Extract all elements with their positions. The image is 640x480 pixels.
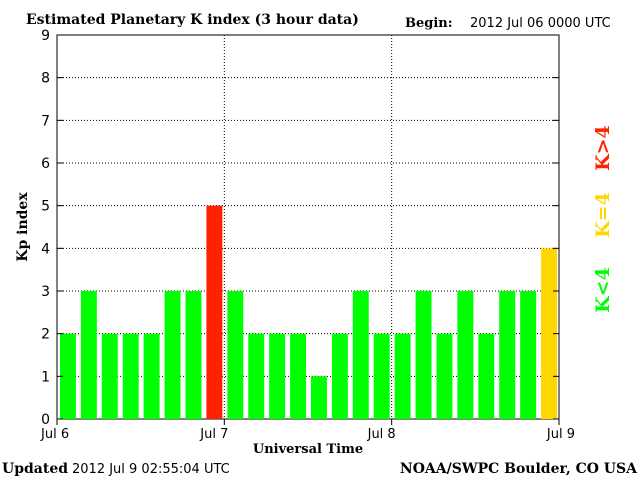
kp-bar	[143, 333, 160, 419]
kp-bar	[185, 291, 202, 419]
kp-bar	[311, 376, 327, 419]
kp-bar	[206, 205, 223, 419]
kp-bar	[122, 333, 139, 419]
kp-bar	[499, 291, 516, 419]
x-axis-title: Universal Time	[253, 442, 363, 457]
kp-bar	[248, 333, 265, 419]
grid-lines	[57, 35, 559, 419]
kp-bar	[227, 291, 244, 419]
chart-title: Estimated Planetary K index (3 hour data…	[26, 12, 359, 28]
kp-bar	[60, 333, 76, 419]
x-tick-label: Jul 8	[367, 427, 396, 442]
updated-label: Updated	[2, 461, 68, 477]
kp-bar	[101, 333, 118, 419]
kp-bar	[80, 291, 97, 419]
y-tick-label: 1	[41, 369, 50, 385]
kp-bar	[290, 333, 306, 419]
legend-equal: K=4	[592, 192, 614, 238]
y-tick-label: 8	[41, 71, 50, 87]
kp-bar	[373, 333, 390, 419]
begin-value: 2012 Jul 06 0000 UTC	[470, 16, 611, 31]
y-tick-label: 5	[41, 199, 50, 215]
source-credit: NOAA/SWPC Boulder, CO USA	[400, 461, 638, 477]
begin-label: Begin:	[405, 16, 453, 31]
y-tick-label: 0	[41, 412, 50, 428]
y-tick-label: 6	[41, 156, 50, 172]
kp-bar	[520, 291, 537, 419]
kp-bar	[269, 333, 286, 419]
kp-bar	[164, 291, 181, 419]
legend-low: K<4	[592, 267, 614, 313]
x-tick-label: Jul 7	[199, 427, 228, 442]
legend-high: K>4	[592, 125, 614, 171]
kp-bar	[394, 333, 411, 419]
updated-value: 2012 Jul 9 02:55:04 UTC	[72, 462, 230, 477]
y-tick-label: 3	[41, 284, 50, 300]
kp-bar	[436, 333, 453, 419]
kp-bar	[331, 333, 348, 419]
kp-bar	[415, 291, 432, 419]
axes: 0 1 2 3 4 5 6 7 8 9 Jul 6 Jul 7 Jul 8 Jul 9	[40, 28, 575, 442]
y-tick-label: 2	[41, 327, 50, 343]
y-axis-title: Kp index	[15, 192, 31, 262]
y-tick-label: 4	[41, 241, 50, 257]
x-tick-label: Jul 9	[546, 427, 575, 442]
kp-bar	[457, 291, 474, 419]
plot-frame	[56, 34, 560, 420]
kp-bar	[478, 333, 495, 419]
y-tick-label: 7	[41, 113, 50, 129]
x-tick-label: Jul 6	[40, 427, 69, 442]
y-tick-label: 9	[41, 28, 50, 44]
kp-bar	[352, 291, 369, 419]
